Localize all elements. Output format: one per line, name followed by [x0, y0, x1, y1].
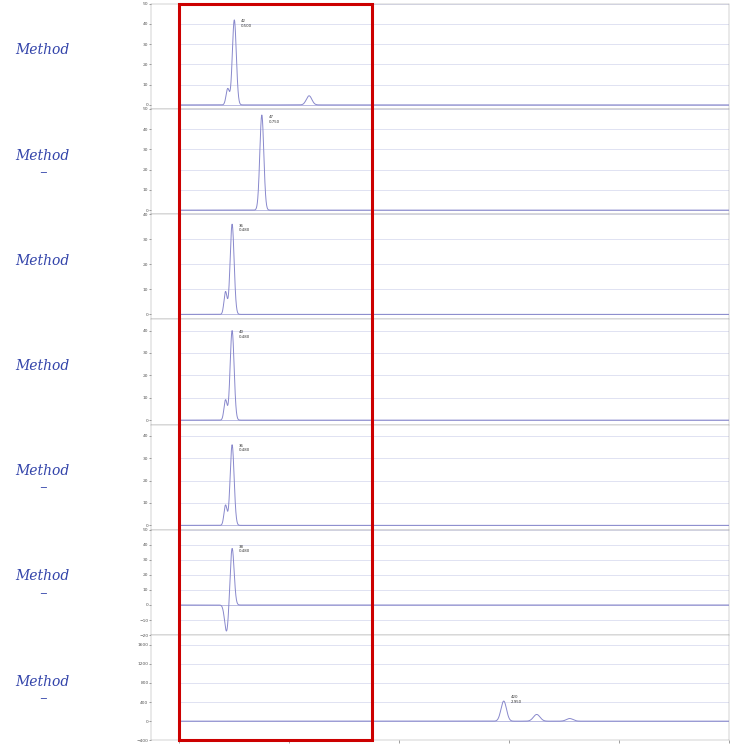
Text: Method: Method [15, 675, 69, 689]
Text: Method: Method [15, 359, 69, 373]
Text: 36
0.480: 36 0.480 [238, 443, 250, 452]
Text: ─: ─ [41, 167, 46, 178]
Text: Method: Method [15, 569, 69, 583]
Text: 36
0.480: 36 0.480 [238, 224, 250, 232]
Text: 38
0.480: 38 0.480 [238, 545, 250, 554]
Text: 47
0.750: 47 0.750 [269, 115, 280, 124]
Text: Method: Method [15, 149, 69, 163]
Text: Method: Method [15, 464, 69, 478]
Text: 40
0.480: 40 0.480 [238, 330, 250, 339]
Text: ─: ─ [41, 589, 46, 599]
Text: Method: Method [15, 43, 69, 57]
Text: 420
2.950: 420 2.950 [510, 695, 522, 704]
Text: ─: ─ [41, 694, 46, 704]
Text: ─: ─ [41, 484, 46, 493]
Text: Method: Method [15, 254, 69, 268]
Text: 42
0.500: 42 0.500 [241, 19, 252, 28]
